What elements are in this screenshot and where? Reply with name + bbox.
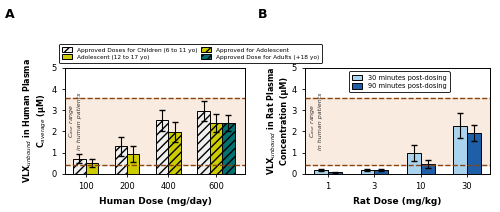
Bar [420, 164, 434, 174]
Legend: Approved Doses for Children (6 to 11 yo), Adolescent (12 to 17 yo), Approved for: Approved Doses for Children (6 to 11 yo)… [59, 44, 322, 63]
Bar [467, 133, 481, 174]
Y-axis label: VLX$_{unbound}$ in Rat Plasma
Concentration (μM): VLX$_{unbound}$ in Rat Plasma Concentrat… [266, 67, 288, 175]
Bar [156, 120, 168, 174]
Bar [222, 123, 234, 174]
Bar [453, 126, 467, 174]
Bar [305, 98, 490, 165]
X-axis label: Rat Dose (mg/kg): Rat Dose (mg/kg) [354, 197, 442, 206]
Y-axis label: VLX$_{unbound}$ in Human Plasma
C$_{average}$ (μM): VLX$_{unbound}$ in Human Plasma C$_{aver… [21, 58, 48, 183]
Bar [210, 123, 222, 174]
Bar [127, 154, 140, 174]
Bar [314, 170, 328, 174]
X-axis label: Human Dose (mg/day): Human Dose (mg/day) [98, 197, 212, 206]
Bar [65, 98, 245, 165]
Text: A: A [5, 8, 15, 21]
Legend: 30 minutes post-dosing, 90 minutes post-dosing: 30 minutes post-dosing, 90 minutes post-… [349, 71, 450, 92]
Text: $C_{ave}$ range
in human patients: $C_{ave}$ range in human patients [308, 92, 322, 150]
Bar [374, 170, 388, 174]
Bar [74, 159, 86, 174]
Bar [168, 132, 181, 174]
Bar [328, 172, 342, 174]
Text: $C_{ave}$ range
in human patients: $C_{ave}$ range in human patients [68, 92, 82, 150]
Text: B: B [258, 8, 267, 21]
Bar [360, 170, 374, 174]
Bar [198, 111, 210, 174]
Bar [86, 163, 98, 174]
Bar [114, 146, 127, 174]
Bar [407, 153, 420, 174]
